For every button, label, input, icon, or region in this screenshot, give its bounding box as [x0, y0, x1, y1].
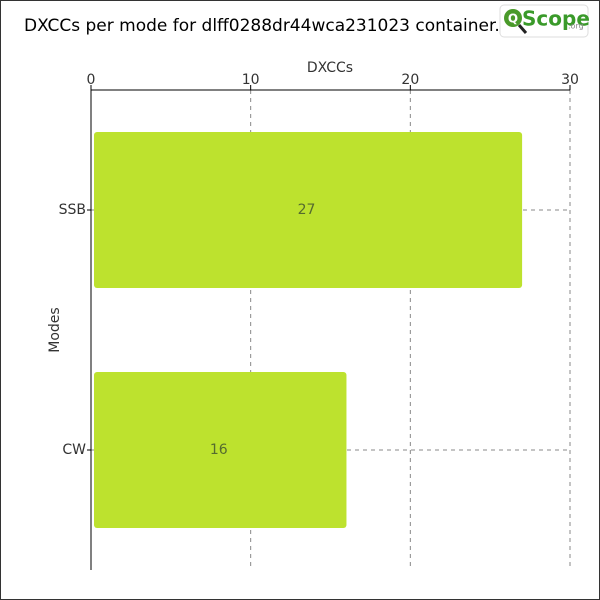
logo-suffix: .org [568, 22, 584, 31]
x-axis-label: DXCCs [307, 60, 353, 76]
x-tick-label: 30 [561, 72, 579, 88]
y-tick-label: CW [62, 442, 86, 458]
logo-text: Scope [522, 7, 590, 31]
value-label: 27 [298, 202, 316, 218]
logo-icon [504, 9, 522, 27]
chart-title: DXCCs per mode for dlff0288dr44wca231023… [24, 16, 500, 36]
x-tick-label: 10 [242, 72, 260, 88]
logo-handle [517, 24, 528, 34]
x-tick-label: 20 [401, 72, 419, 88]
value-label: 16 [210, 442, 228, 458]
x-tick-label: 0 [87, 72, 96, 88]
bar [94, 132, 523, 288]
logo: Q Scope .org [499, 4, 590, 38]
y-axis-label: Modes [47, 307, 63, 352]
bar [94, 372, 347, 528]
y-tick-label: SSB [59, 202, 86, 218]
logo-mark: Q [508, 12, 518, 26]
